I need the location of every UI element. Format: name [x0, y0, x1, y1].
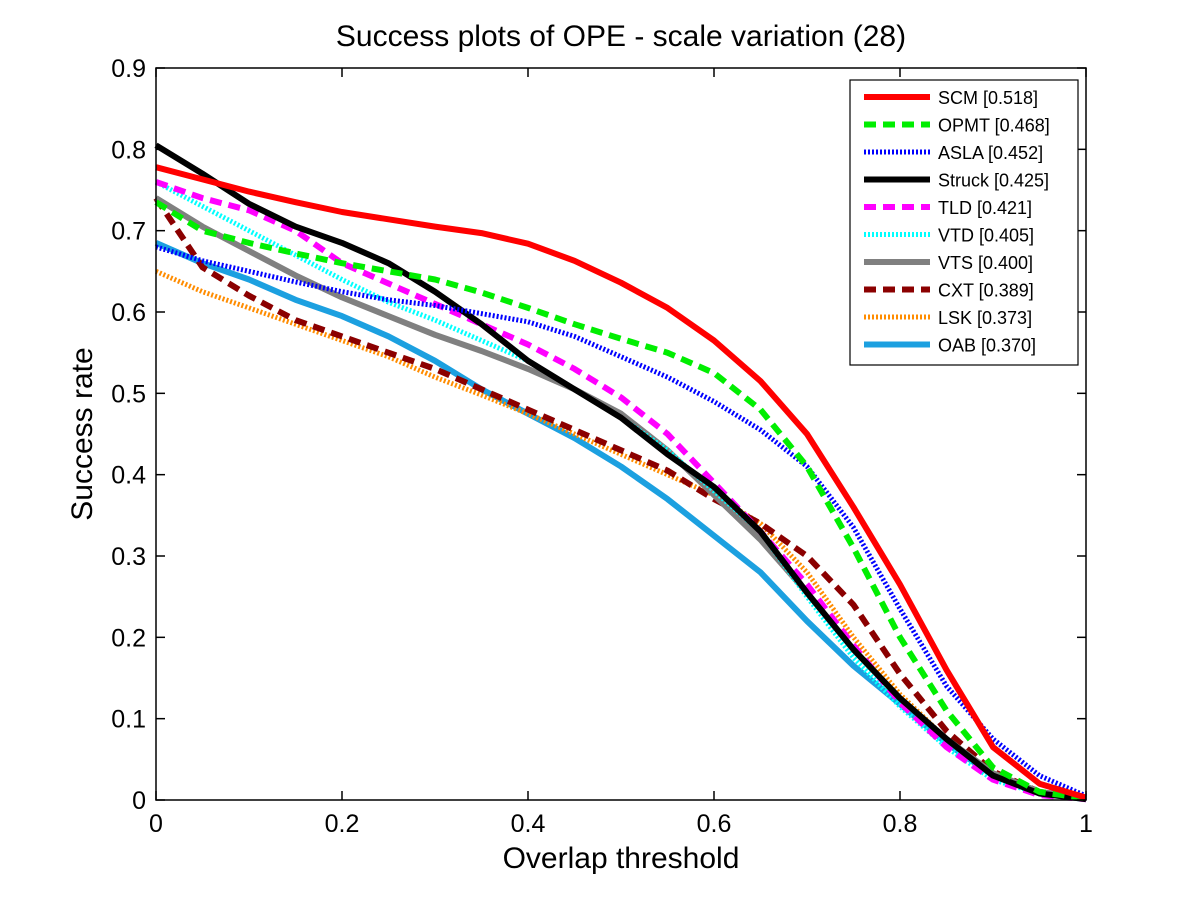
series-lines	[153, 142, 1088, 803]
plot-area: 0 0.2 0.4 0.6 0.8 1 0 0.1 0.2 0.3 0.4 0.5 0.6 0.7 0.8 0…	[111, 55, 1093, 838]
legend-item-label: VTS [0.400]	[938, 253, 1033, 273]
legend-item-label: LSK [0.373]	[938, 308, 1032, 328]
series-line-1	[154, 199, 1087, 802]
legend-item-label: OAB [0.370]	[938, 336, 1036, 356]
legend-item-label: Struck [0.425]	[938, 171, 1049, 191]
y-tick-label: 0.2	[111, 624, 146, 652]
series-line-4	[155, 179, 1087, 803]
y-tick-label: 0.7	[111, 218, 146, 246]
legend-item-label: TLD [0.421]	[938, 198, 1032, 218]
y-tick-label: 0	[132, 787, 146, 815]
y-tick-label: 0.8	[111, 136, 146, 164]
x-tick-label: 0.8	[883, 810, 918, 838]
axes-box	[155, 67, 1087, 801]
y-tick-label: 0.5	[111, 380, 146, 408]
x-tick-label: 0.2	[325, 810, 360, 838]
y-axis-label: Success rate	[66, 347, 99, 520]
legend-item-label: VTD [0.405]	[938, 226, 1034, 246]
series-line-7	[153, 196, 1087, 802]
x-tick-label: 0	[149, 810, 163, 838]
y-tick-label: 0.4	[111, 462, 146, 490]
series-line-3	[154, 142, 1087, 803]
y-tick-label: 0.3	[111, 543, 146, 571]
x-axis-label: Overlap threshold	[503, 842, 740, 875]
y-tick-label: 0.1	[111, 706, 146, 734]
legend-item-label: ASLA [0.452]	[938, 143, 1043, 163]
y-tick-label: 0.6	[111, 299, 146, 327]
legend: SCM [0.518] OPMT [0.468] ASLA [0.452] Struc…	[849, 79, 1079, 366]
x-tick-label: 0.6	[697, 810, 732, 838]
series-line-0	[155, 164, 1087, 801]
y-tick-label: 0.9	[111, 55, 146, 83]
legend-item-label: OPMT [0.468]	[938, 116, 1050, 136]
x-tick-label: 0.4	[511, 810, 546, 838]
legend-item-label: CXT [0.389]	[938, 281, 1034, 301]
chart-title: Success plots of OPE - scale variation (…	[336, 20, 906, 53]
series-line-8	[154, 269, 1087, 802]
x-tick-label: 1	[1079, 810, 1093, 838]
legend-item-label: SCM [0.518]	[938, 88, 1038, 108]
